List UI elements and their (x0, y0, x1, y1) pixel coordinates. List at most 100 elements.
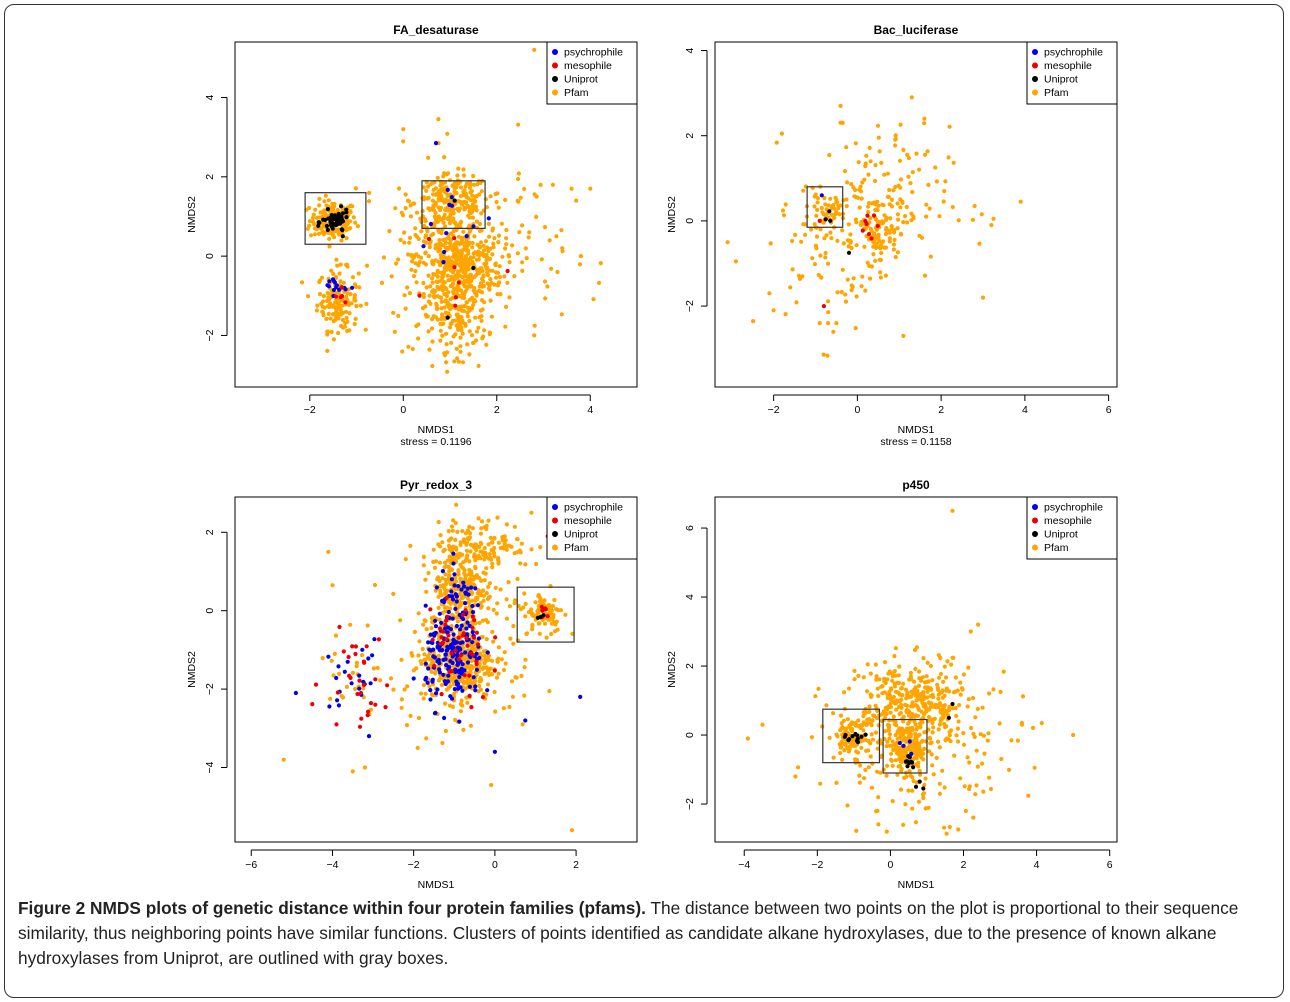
point-pfam (1020, 694, 1026, 699)
point-pfam (975, 764, 980, 769)
point-mesophile (373, 677, 378, 682)
point-pfam (435, 270, 440, 275)
point-pfam (440, 740, 445, 746)
point-mesophile (365, 713, 370, 718)
point-pfam (861, 675, 866, 680)
point-mesophile (875, 223, 880, 229)
point-pfam (492, 536, 497, 541)
point-pfam (834, 209, 839, 215)
point-pfam (869, 785, 875, 790)
point-pfam (867, 704, 872, 709)
point-pfam (486, 248, 491, 254)
point-mesophile (463, 608, 468, 613)
point-pfam (818, 781, 823, 786)
point-pfam (481, 552, 486, 558)
point-pfam (912, 714, 917, 719)
point-pfam (480, 634, 485, 640)
point-mesophile (376, 637, 381, 642)
point-psychrophile (460, 640, 465, 645)
point-pfam (451, 229, 456, 234)
point-psychrophile (443, 652, 448, 657)
point-pfam (942, 664, 947, 669)
point-pfam (838, 103, 843, 108)
point-psychrophile (432, 711, 438, 716)
point-pfam (991, 687, 996, 692)
point-pfam (327, 304, 332, 309)
point-pfam (441, 584, 446, 589)
point-psychrophile (459, 623, 464, 628)
point-pfam (444, 286, 449, 291)
point-pfam (346, 287, 351, 292)
point-pfam (972, 734, 977, 740)
point-pfam (512, 551, 517, 556)
point-pfam (803, 232, 808, 237)
point-pfam (929, 704, 934, 709)
point-pfam (459, 595, 464, 601)
point-pfam (801, 188, 806, 193)
point-pfam (319, 210, 324, 215)
point-pfam (768, 241, 773, 246)
point-pfam (465, 553, 470, 558)
point-pfam (922, 273, 928, 278)
point-pfam (518, 607, 523, 612)
point-pfam (545, 284, 550, 289)
caption-title: NMDS plots of genetic distance within fo… (90, 898, 646, 918)
legend-marker-psychrophile (552, 49, 558, 55)
point-pfam (447, 325, 453, 330)
point-pfam (346, 226, 351, 231)
point-pfam (449, 340, 454, 345)
point-pfam (445, 131, 450, 136)
point-pfam (893, 143, 898, 148)
point-pfam (912, 679, 917, 684)
point-pfam (468, 667, 473, 673)
point-pfam (941, 199, 946, 204)
point-pfam (467, 297, 472, 302)
point-pfam (408, 203, 413, 208)
point-pfam (481, 334, 486, 339)
cluster-box (304, 192, 367, 245)
point-pfam (355, 224, 360, 229)
point-pfam (495, 270, 501, 275)
point-psychrophile (485, 650, 490, 655)
point-pfam (767, 291, 772, 296)
point-pfam (820, 724, 825, 729)
point-pfam (810, 256, 815, 261)
point-pfam (981, 789, 986, 794)
y-tick-label: 2 (684, 663, 696, 669)
point-pfam (484, 261, 489, 266)
point-pfam (959, 686, 965, 691)
point-pfam (350, 670, 356, 675)
point-uniprot (329, 224, 334, 229)
point-pfam (319, 275, 325, 280)
data-points (281, 502, 583, 833)
point-pfam (596, 280, 602, 285)
point-mesophile (432, 663, 437, 668)
point-pfam (436, 594, 441, 599)
point-pfam (887, 239, 892, 244)
point-pfam (537, 631, 542, 636)
point-pfam (796, 765, 801, 770)
point-pfam (477, 284, 482, 289)
point-psychrophile (476, 636, 481, 641)
point-psychrophile (523, 718, 528, 723)
point-pfam (435, 306, 440, 311)
point-pfam (517, 548, 522, 553)
point-pfam (848, 239, 853, 244)
point-pfam (943, 675, 949, 680)
point-pfam (963, 808, 969, 814)
point-pfam (479, 189, 484, 194)
point-pfam (324, 316, 329, 321)
point-pfam (313, 207, 318, 212)
point-psychrophile (457, 674, 462, 680)
point-psychrophile (423, 603, 428, 608)
point-pfam (884, 226, 889, 231)
point-uniprot (846, 250, 852, 255)
point-pfam (760, 722, 765, 727)
point-pfam (485, 245, 490, 250)
point-pfam (454, 191, 459, 196)
point-pfam (774, 140, 779, 145)
point-pfam (518, 195, 523, 200)
point-pfam (423, 691, 428, 696)
point-pfam (980, 295, 986, 300)
point-pfam (470, 215, 475, 220)
